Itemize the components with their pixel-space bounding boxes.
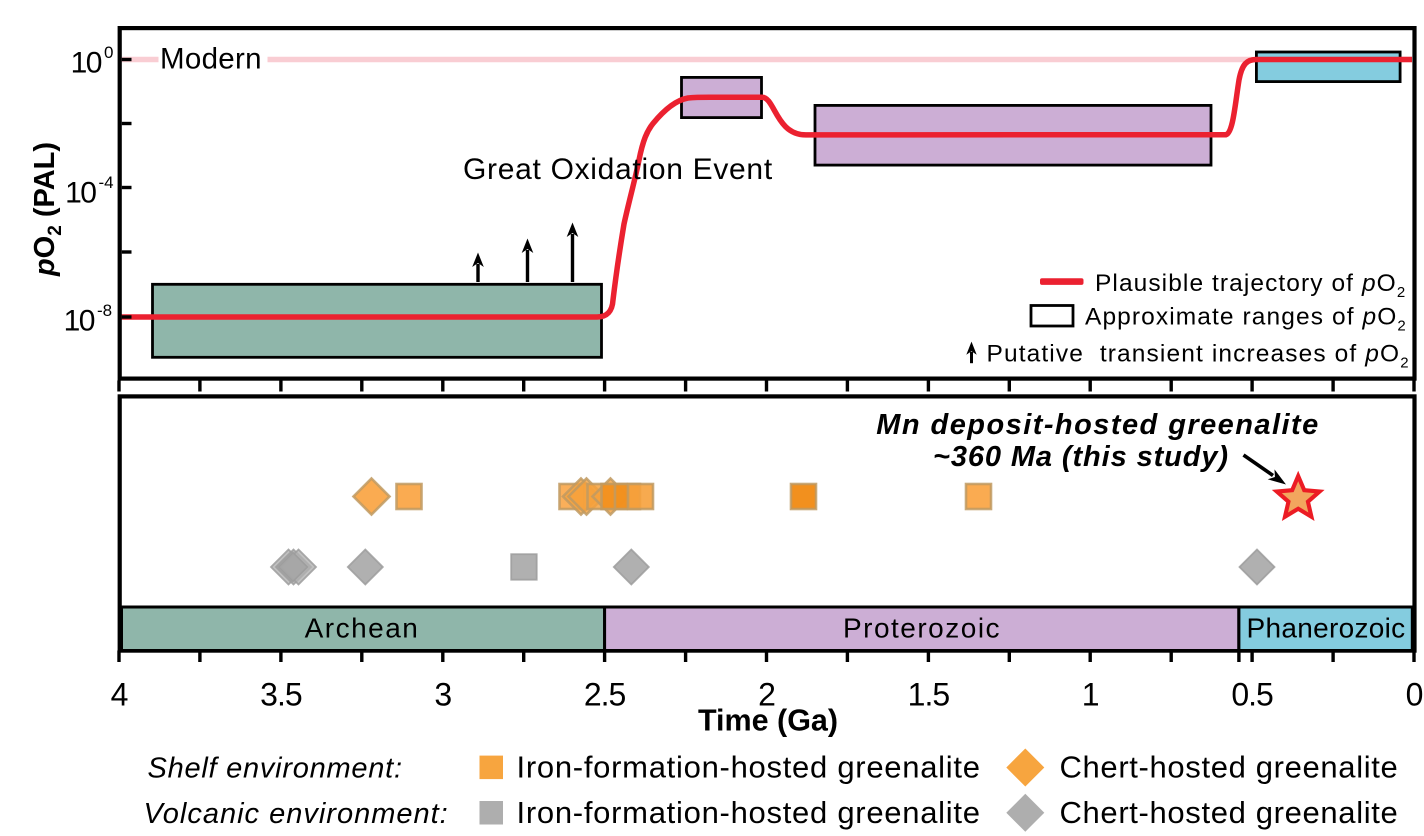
svg-text:3: 3 bbox=[434, 677, 451, 713]
svg-text:0: 0 bbox=[1406, 677, 1423, 713]
svg-text:Archean: Archean bbox=[305, 613, 420, 644]
svg-text:Mn deposit-hosted greenalite: Mn deposit-hosted greenalite bbox=[876, 409, 1319, 441]
svg-text:10: 10 bbox=[64, 305, 95, 338]
svg-text:Chert-hosted greenalite: Chert-hosted greenalite bbox=[1060, 795, 1399, 830]
svg-text:2: 2 bbox=[758, 677, 775, 713]
svg-text:~360 Ma (this study): ~360 Ma (this study) bbox=[933, 441, 1229, 473]
svg-text:Modern: Modern bbox=[160, 43, 262, 76]
svg-text:-4: -4 bbox=[99, 173, 114, 192]
svg-text:Shelf environment:: Shelf environment: bbox=[148, 753, 403, 785]
svg-text:Iron-formation-hosted greenali: Iron-formation-hosted greenalite bbox=[517, 795, 981, 830]
svg-text:Proterozoic: Proterozoic bbox=[843, 613, 1001, 644]
svg-text:4: 4 bbox=[111, 677, 128, 713]
svg-text:1: 1 bbox=[1082, 677, 1099, 713]
svg-text:Approximate ranges of pO2: Approximate ranges of pO2 bbox=[1085, 304, 1406, 335]
svg-text:0: 0 bbox=[104, 43, 113, 62]
svg-text:Volcanic environment:: Volcanic environment: bbox=[144, 798, 449, 830]
svg-text:2.5: 2.5 bbox=[584, 677, 626, 713]
svg-text:10: 10 bbox=[65, 177, 96, 210]
svg-text:Great Oxidation Event: Great Oxidation Event bbox=[463, 153, 773, 186]
svg-text:pO2 (PAL): pO2 (PAL) bbox=[29, 142, 66, 277]
svg-text:Plausible trajectory of pO2: Plausible trajectory of pO2 bbox=[1095, 270, 1405, 301]
svg-text:1.5: 1.5 bbox=[908, 677, 950, 713]
svg-text:10: 10 bbox=[71, 47, 102, 80]
svg-text:Putative transient increases: Putative transient increases of pO2 bbox=[987, 341, 1409, 372]
svg-text:Time (Ga): Time (Ga) bbox=[698, 704, 838, 738]
svg-text:0.5: 0.5 bbox=[1231, 677, 1273, 713]
svg-text:Chert-hosted greenalite: Chert-hosted greenalite bbox=[1060, 750, 1399, 785]
svg-text:Iron-formation-hosted greenali: Iron-formation-hosted greenalite bbox=[517, 750, 981, 785]
svg-text:3.5: 3.5 bbox=[260, 677, 302, 713]
svg-text:Phanerozoic: Phanerozoic bbox=[1247, 613, 1406, 644]
svg-text:-8: -8 bbox=[97, 301, 112, 320]
